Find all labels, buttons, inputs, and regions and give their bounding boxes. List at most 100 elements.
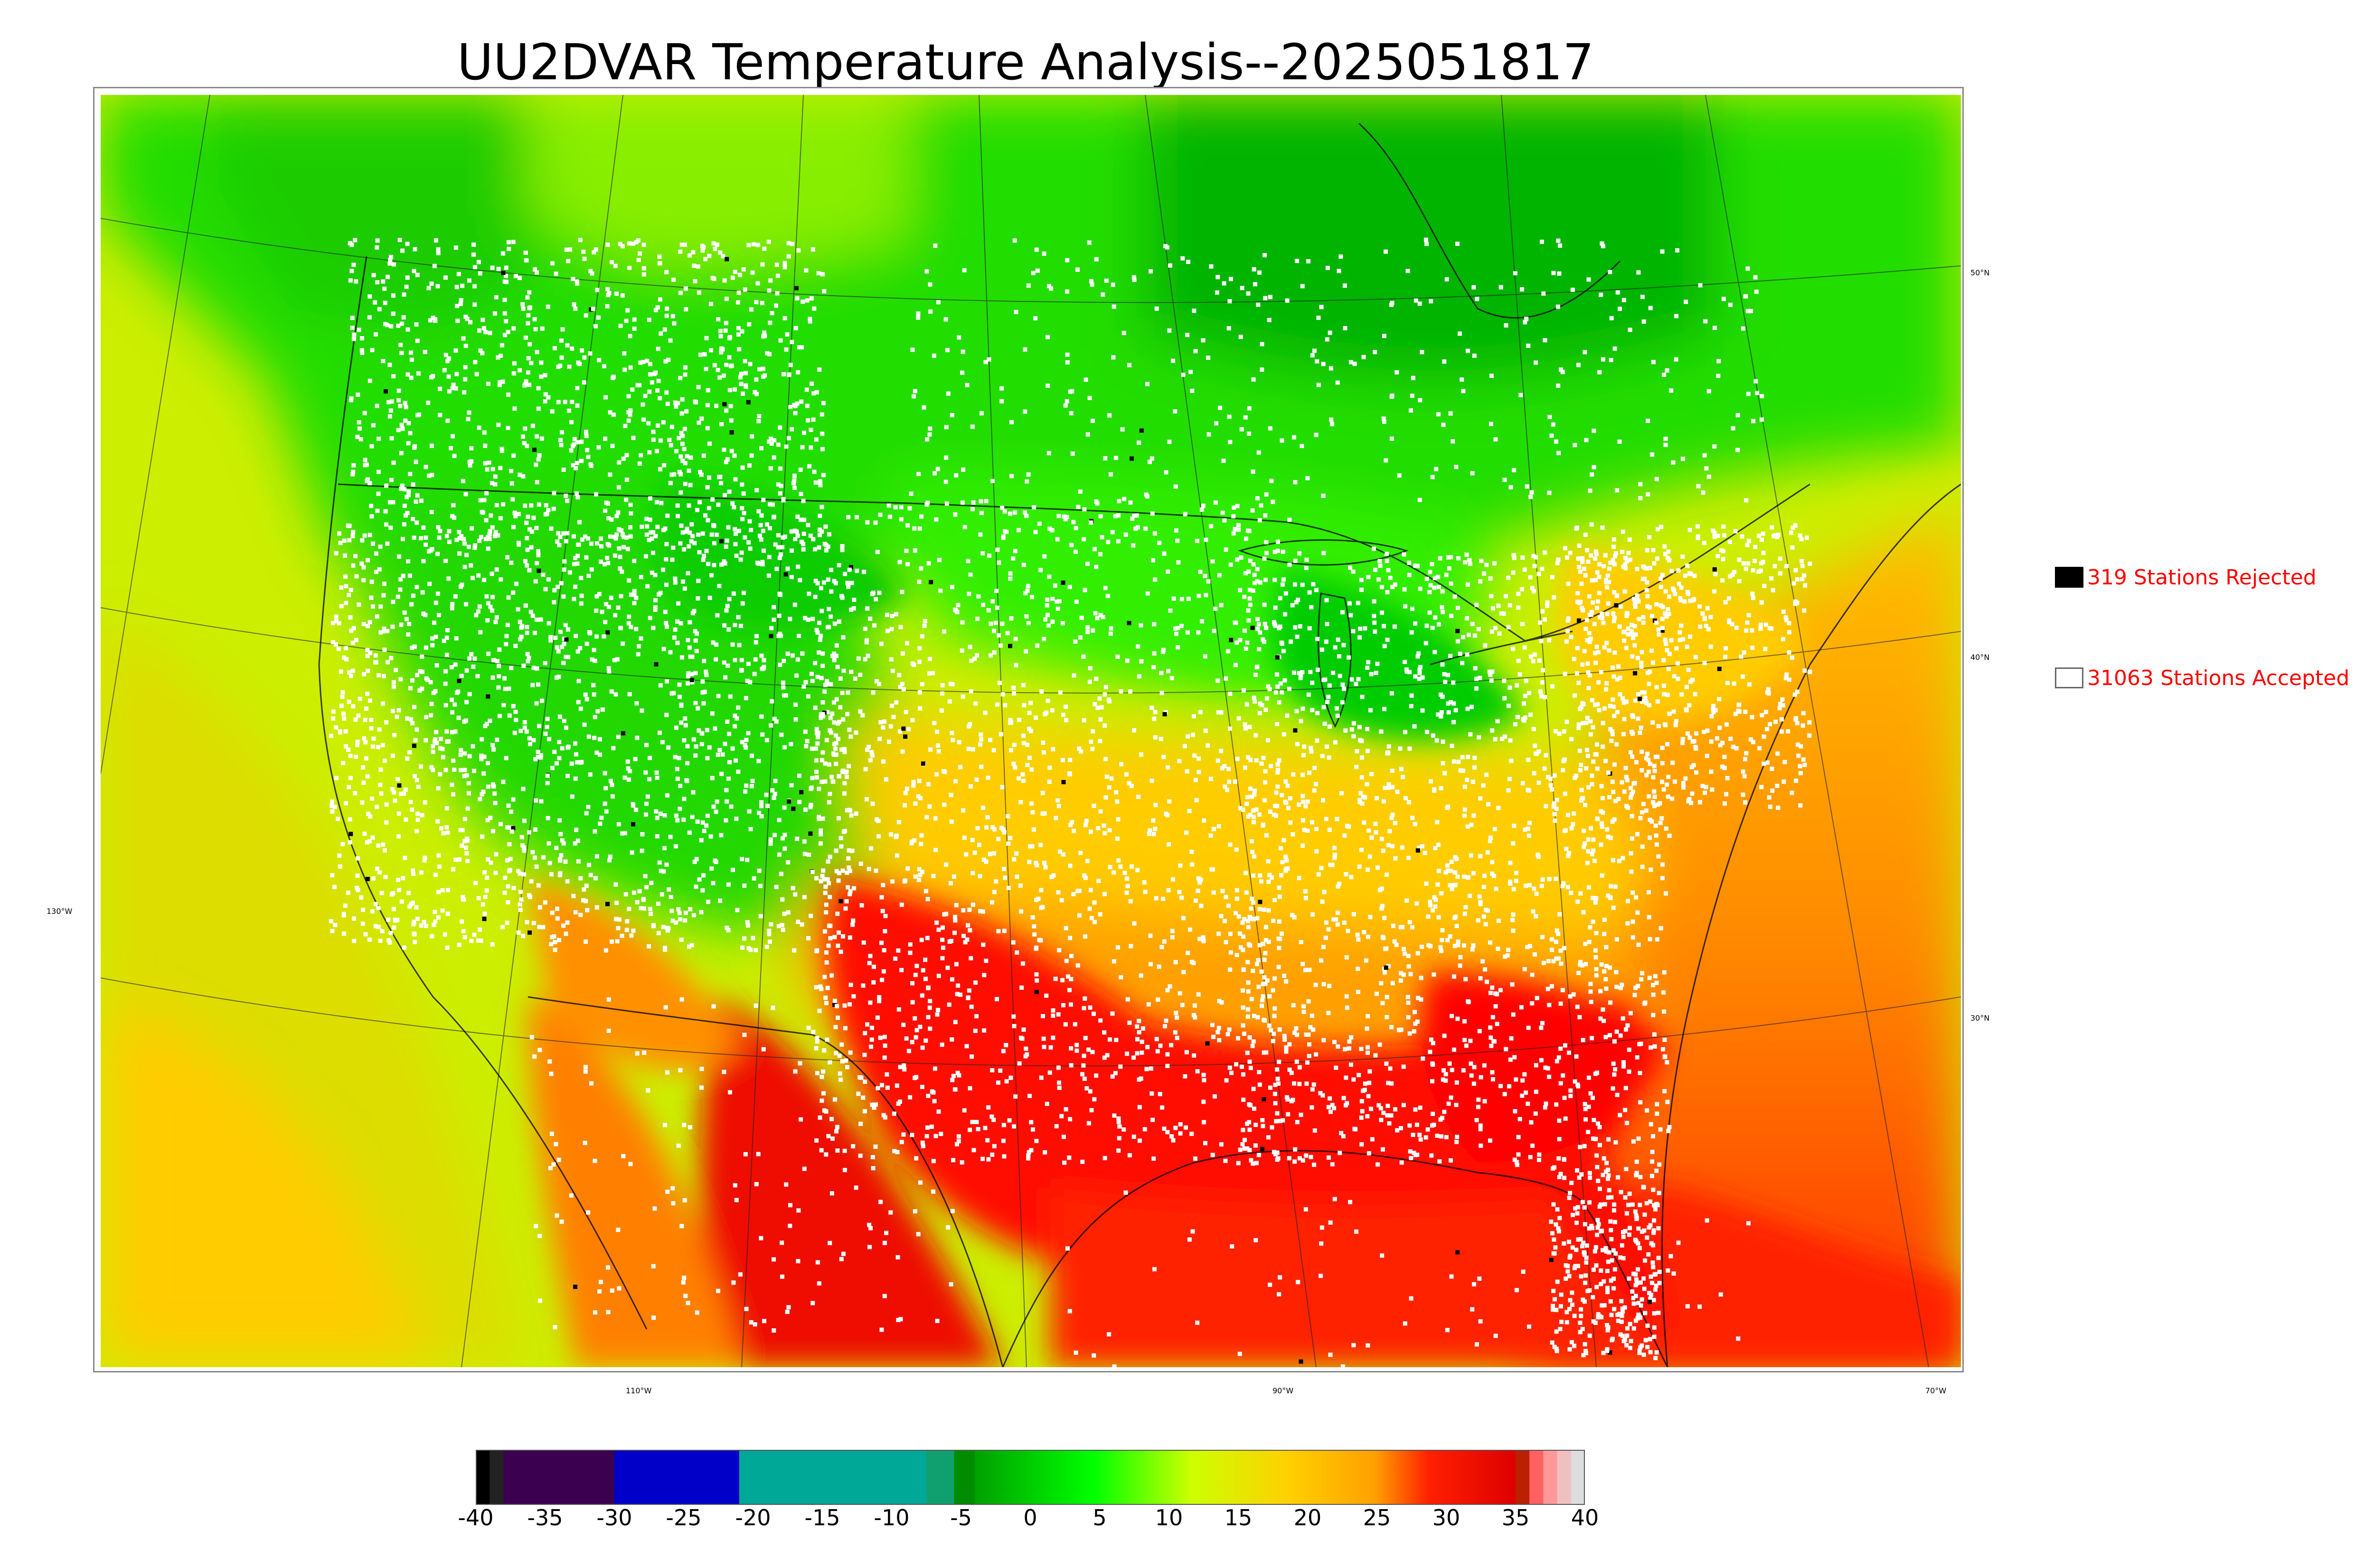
station-accepted	[677, 756, 681, 761]
station-accepted	[399, 451, 404, 455]
station-accepted	[648, 362, 652, 366]
station-accepted	[560, 430, 564, 435]
station-accepted	[843, 1026, 848, 1031]
station-accepted	[823, 779, 828, 784]
station-accepted	[459, 298, 463, 302]
station-accepted	[445, 418, 450, 423]
station-accepted	[1118, 1064, 1123, 1069]
station-accepted	[1563, 672, 1567, 676]
station-accepted	[362, 533, 367, 538]
station-accepted	[564, 655, 568, 659]
station-accepted	[1275, 804, 1280, 808]
station-accepted	[790, 427, 794, 432]
station-accepted	[740, 740, 744, 744]
station-accepted	[490, 675, 495, 680]
station-accepted	[1213, 606, 1218, 611]
station-accepted	[1159, 691, 1164, 695]
station-accepted	[446, 888, 450, 892]
station-accepted	[1446, 673, 1451, 677]
station-accepted	[655, 305, 660, 310]
station-accepted	[1061, 1003, 1065, 1007]
station-accepted	[584, 433, 589, 438]
station-accepted	[355, 740, 360, 744]
graticule	[101, 95, 1961, 1367]
station-accepted	[619, 594, 623, 599]
station-accepted	[1088, 1005, 1093, 1010]
station-accepted	[546, 841, 551, 846]
station-accepted	[596, 315, 601, 320]
station-accepted	[1304, 1081, 1309, 1086]
station-accepted	[814, 437, 819, 442]
station-accepted	[1094, 676, 1099, 681]
station-accepted	[1281, 838, 1286, 843]
station-accepted	[421, 525, 426, 530]
station-accepted	[1554, 807, 1559, 811]
station-accepted	[816, 271, 821, 275]
station-accepted	[1436, 712, 1441, 717]
station-accepted	[917, 878, 922, 883]
station-accepted	[1071, 520, 1076, 525]
station-accepted	[694, 649, 699, 653]
station-accepted	[1018, 800, 1023, 805]
station-accepted	[376, 843, 381, 848]
station-accepted	[370, 744, 375, 749]
station-accepted	[1620, 856, 1625, 861]
station-accepted	[979, 732, 983, 737]
station-accepted	[1196, 630, 1201, 635]
station-accepted	[1340, 700, 1345, 704]
station-accepted	[375, 866, 379, 871]
station-accepted	[814, 1046, 819, 1051]
station-accepted	[991, 1117, 996, 1122]
station-accepted	[560, 838, 565, 843]
station-accepted	[823, 683, 828, 687]
station-accepted	[1439, 948, 1443, 953]
station-accepted	[369, 580, 374, 584]
station-accepted	[1614, 1029, 1619, 1034]
station-accepted	[1407, 670, 1412, 675]
station-accepted	[1635, 567, 1639, 572]
station-accepted	[1554, 956, 1559, 961]
station-accepted	[883, 1115, 887, 1120]
station-accepted	[1219, 710, 1224, 715]
station-accepted	[668, 338, 673, 343]
station-accepted	[659, 331, 663, 336]
station-accepted	[1176, 645, 1180, 649]
station-accepted	[518, 871, 522, 876]
station-accepted	[699, 416, 704, 421]
station-accepted	[1539, 638, 1544, 643]
station-accepted	[969, 689, 973, 694]
station-accepted	[739, 382, 744, 386]
station-accepted	[1268, 809, 1272, 814]
station-accepted	[636, 652, 641, 657]
station-accepted	[709, 532, 714, 537]
station-accepted	[1264, 833, 1269, 838]
station-accepted	[381, 359, 386, 363]
station-accepted	[641, 272, 646, 277]
station-accepted	[1169, 1043, 1174, 1048]
station-accepted	[971, 902, 975, 907]
station-accepted	[1404, 898, 1409, 903]
meridian-90w	[1145, 95, 1317, 1367]
station-accepted	[376, 745, 380, 750]
station-accepted	[569, 420, 574, 424]
station-accepted	[839, 844, 844, 849]
station-accepted	[820, 412, 824, 417]
station-accepted	[1135, 1051, 1140, 1056]
station-accepted	[1439, 1134, 1444, 1139]
station-accepted	[822, 689, 827, 694]
station-accepted	[1409, 704, 1413, 708]
station-accepted	[1040, 790, 1045, 795]
station-accepted	[1642, 1001, 1647, 1006]
station-accepted	[528, 342, 532, 347]
station-accepted	[570, 443, 575, 448]
station-accepted	[845, 870, 849, 875]
station-accepted	[1277, 1060, 1281, 1064]
station-accepted	[821, 1069, 826, 1074]
station-accepted	[664, 270, 669, 274]
station-accepted	[656, 901, 660, 906]
station-accepted	[496, 685, 501, 690]
station-accepted	[509, 481, 514, 486]
station-accepted	[1624, 559, 1629, 563]
station-accepted	[1258, 630, 1262, 635]
station-accepted	[796, 564, 801, 569]
